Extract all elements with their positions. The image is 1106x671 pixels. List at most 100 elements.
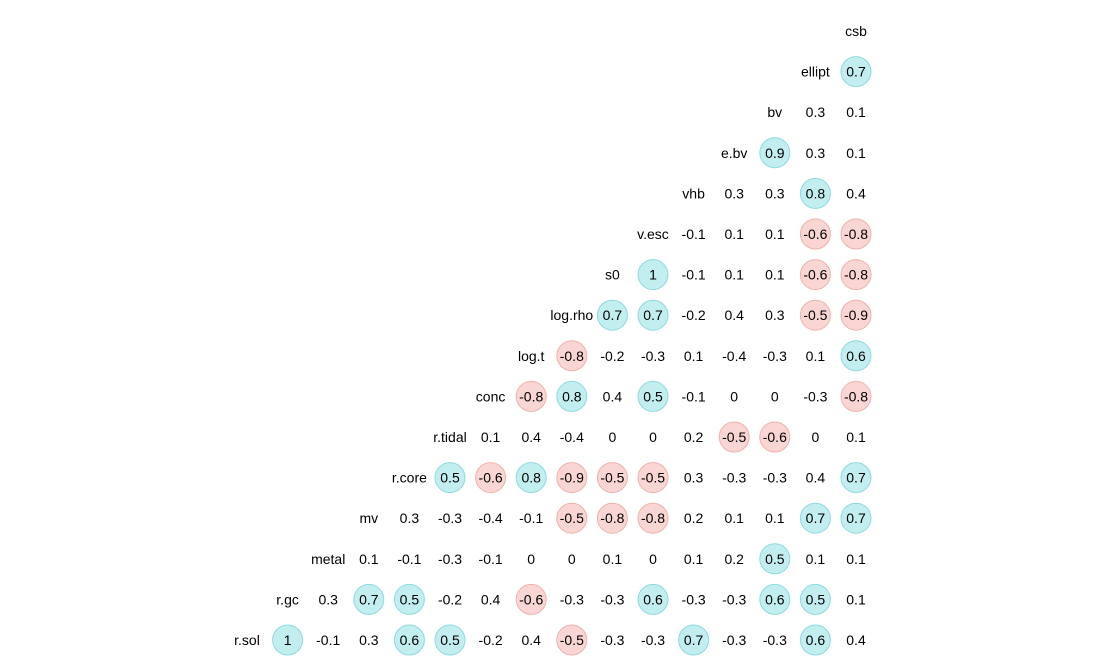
correlation-value-mv-log-rho: -0.5 (560, 510, 584, 526)
correlation-circle-r-sol-ellipt (799, 624, 831, 656)
correlation-value-bv-csb: 0.1 (846, 104, 866, 120)
correlation-value-r-gc-conc: 0.4 (481, 591, 501, 607)
correlation-value-v-esc-e-bv: 0.1 (724, 226, 744, 242)
correlation-circle-v-esc-ellipt (799, 218, 831, 250)
correlation-circle-conc-v-esc (637, 380, 669, 412)
correlation-value-r-sol-e-bv: -0.3 (722, 632, 746, 648)
correlation-value-r-gc-bv: 0.6 (765, 591, 785, 607)
correlation-value-v-esc-ellipt: -0.6 (803, 226, 827, 242)
variable-label-v-esc: v.esc (637, 226, 669, 242)
correlation-circle-r-sol-log-rho (556, 624, 588, 656)
correlation-circle-r-tidal-bv (759, 421, 791, 453)
correlation-value-mv-v-esc: -0.8 (641, 510, 665, 526)
correlation-circle-mv-log-rho (556, 502, 588, 534)
correlation-value-r-gc-metal: 0.3 (318, 591, 338, 607)
correlation-circle-r-core-log-rho (556, 462, 588, 494)
correlation-circle-conc-log-rho (556, 380, 588, 412)
correlation-value-metal-r-tidal: -0.3 (438, 551, 462, 567)
correlation-value-log-t-v-esc: -0.3 (641, 348, 665, 364)
correlation-circle-r-core-log-t (515, 462, 547, 494)
correlation-value-r-sol-metal: -0.1 (316, 632, 340, 648)
correlation-circle-vhb-ellipt (799, 177, 831, 209)
correlation-circle-mv-s0 (596, 502, 628, 534)
correlation-value-r-tidal-s0: 0 (609, 429, 617, 445)
correlation-value-log-rho-e-bv: 0.4 (724, 307, 744, 323)
correlation-value-metal-log-rho: 0 (568, 551, 576, 567)
correlation-value-ellipt-csb: 0.7 (846, 64, 866, 80)
correlation-value-mv-r-core: 0.3 (400, 510, 420, 526)
correlation-value-log-t-s0: -0.2 (600, 348, 624, 364)
variable-label-conc: conc (476, 388, 506, 404)
correlation-value-r-sol-r-tidal: 0.5 (440, 632, 460, 648)
variable-label-r-sol: r.sol (234, 632, 260, 648)
correlation-value-r-gc-r-core: 0.5 (400, 591, 420, 607)
variable-label-ellipt: ellipt (801, 64, 830, 80)
correlation-circle-mv-ellipt (799, 502, 831, 534)
variable-label-mv: mv (359, 510, 378, 526)
correlation-value-conc-bv: 0 (771, 388, 779, 404)
correlation-value-e-bv-bv: 0.9 (765, 145, 785, 161)
variable-label-csb: csb (845, 23, 867, 39)
correlation-value-r-tidal-ellipt: 0 (812, 429, 820, 445)
correlation-circle-log-rho-v-esc (637, 299, 669, 331)
correlation-circle-conc-csb (840, 380, 872, 412)
variable-label-metal: metal (311, 551, 345, 567)
correlation-circle-log-t-csb (840, 340, 872, 372)
correlation-value-vhb-ellipt: 0.8 (806, 185, 826, 201)
correlation-value-v-esc-bv: 0.1 (765, 226, 785, 242)
correlation-value-r-sol-log-t: 0.4 (521, 632, 541, 648)
correlation-value-s0-e-bv: 0.1 (724, 267, 744, 283)
correlation-value-bv-ellipt: 0.3 (806, 104, 826, 120)
correlation-circle-r-core-s0 (596, 462, 628, 494)
variable-label-layer: r.sol r.gc metal mv r.core r.tidal conc log.t lo… (234, 23, 867, 648)
correlation-circle-ellipt-csb (840, 56, 872, 88)
correlation-value-r-gc-log-rho: -0.3 (560, 591, 584, 607)
correlation-value-s0-ellipt: -0.6 (803, 267, 827, 283)
correlation-value-metal-conc: -0.1 (479, 551, 503, 567)
correlation-value-s0-bv: 0.1 (765, 267, 785, 283)
correlation-circle-r-core-v-esc (637, 462, 669, 494)
correlation-value-metal-csb: 0.1 (846, 551, 866, 567)
correlation-value-r-sol-ellipt: 0.6 (806, 632, 826, 648)
variable-label-bv: bv (767, 104, 782, 120)
correlation-value-log-t-e-bv: -0.4 (722, 348, 746, 364)
correlation-value-r-core-s0: -0.5 (600, 470, 624, 486)
correlation-circle-mv-v-esc (637, 502, 669, 534)
correlation-value-mv-conc: -0.4 (479, 510, 503, 526)
correlation-value-r-core-log-t: 0.8 (521, 470, 541, 486)
correlation-value-conc-log-t: -0.8 (519, 388, 543, 404)
correlation-value-r-sol-conc: -0.2 (479, 632, 503, 648)
correlation-value-mv-log-t: -0.1 (519, 510, 543, 526)
correlation-circle-r-gc-bv (759, 583, 791, 615)
correlation-value-s0-vhb: -0.1 (682, 267, 706, 283)
correlation-circle-r-core-r-tidal (434, 462, 466, 494)
correlation-circle-e-bv-bv (759, 137, 791, 169)
correlation-value-r-sol-bv: -0.3 (763, 632, 787, 648)
correlation-value-log-t-log-rho: -0.8 (560, 348, 584, 364)
variable-label-e-bv: e.bv (721, 145, 747, 161)
correlation-value-r-core-conc: -0.6 (479, 470, 503, 486)
correlation-value-log-rho-csb: -0.9 (844, 307, 868, 323)
correlation-value-e-bv-csb: 0.1 (846, 145, 866, 161)
correlation-value-log-t-ellipt: 0.1 (806, 348, 826, 364)
correlation-circle-r-gc-mv (353, 583, 385, 615)
correlation-value-r-sol-vhb: 0.7 (684, 632, 704, 648)
variable-label-s0: s0 (605, 267, 620, 283)
correlation-circle-s0-csb (840, 259, 872, 291)
correlation-value-r-gc-s0: -0.3 (600, 591, 624, 607)
variable-label-log-t: log.t (518, 348, 545, 364)
correlation-value-mv-r-tidal: -0.3 (438, 510, 462, 526)
correlation-value-r-gc-ellipt: 0.5 (806, 591, 826, 607)
correlation-circle-r-sol-r-core (393, 624, 425, 656)
correlation-circle-v-esc-csb (840, 218, 872, 250)
correlation-value-r-core-bv: -0.3 (763, 470, 787, 486)
correlation-value-r-tidal-log-t: 0.4 (521, 429, 541, 445)
correlation-circle-r-sol-r-gc (272, 624, 304, 656)
correlation-value-r-sol-r-core: 0.6 (400, 632, 420, 648)
correlation-value-conc-v-esc: 0.5 (643, 388, 663, 404)
correlation-value-conc-csb: -0.8 (844, 388, 868, 404)
correlation-value-r-sol-log-rho: -0.5 (560, 632, 584, 648)
correlation-circle-r-core-csb (840, 462, 872, 494)
variable-label-r-tidal: r.tidal (433, 429, 466, 445)
correlation-value-mv-bv: 0.1 (765, 510, 785, 526)
